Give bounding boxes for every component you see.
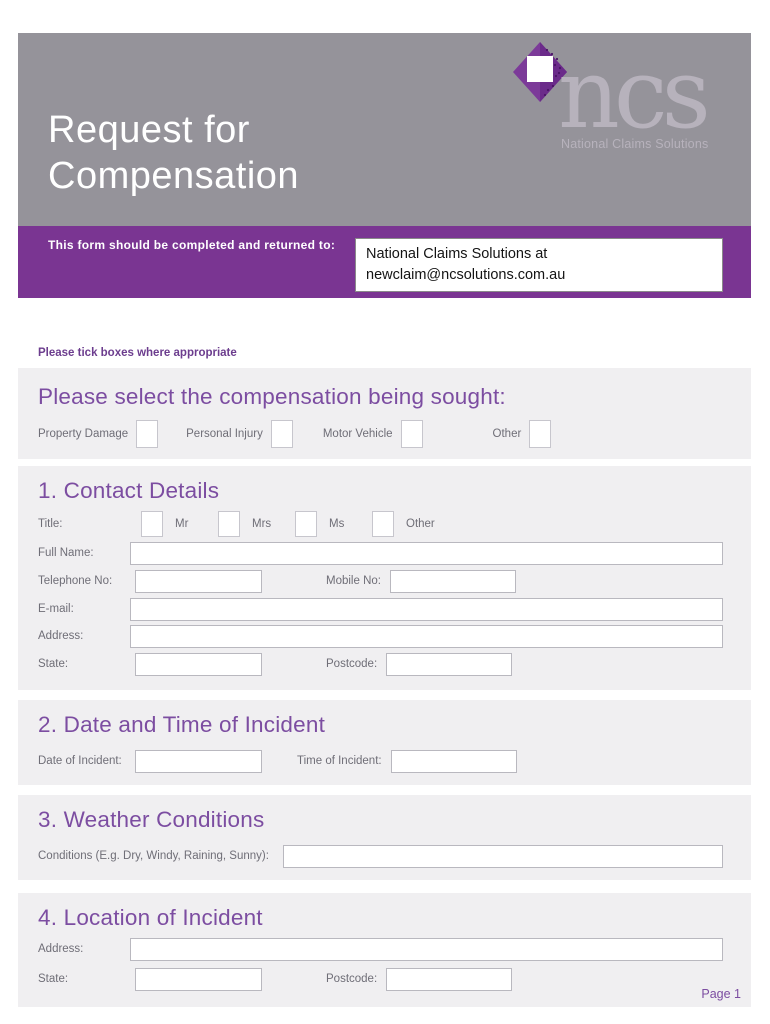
return-banner: This form should be completed and return… — [18, 226, 751, 298]
title-mrs-checkbox[interactable] — [218, 511, 240, 537]
email-input[interactable] — [130, 597, 723, 621]
location-state-label: State: — [38, 973, 69, 985]
date-of-incident-input[interactable] — [135, 749, 262, 773]
title-other-label: Other — [406, 518, 435, 530]
title-row: Title: Mr Mrs Ms Other — [38, 511, 723, 537]
time-of-incident-label: Time of Incident: — [297, 755, 382, 767]
title-ms-checkbox[interactable] — [295, 511, 317, 537]
contact-address-input[interactable] — [130, 624, 723, 648]
email-label: E-mail: — [38, 603, 74, 615]
location-postcode-input[interactable] — [386, 967, 513, 991]
other-compensation-checkbox[interactable] — [529, 420, 552, 448]
title-mrs-label: Mrs — [252, 518, 272, 530]
contact-details-heading: 1. Contact Details — [38, 478, 220, 503]
contact-state-row: State: Postcode: — [38, 651, 723, 677]
page-title-line2: Compensation — [48, 155, 300, 197]
property-damage-label: Property Damage — [38, 428, 129, 440]
time-of-incident-input[interactable] — [390, 749, 517, 773]
page-number: Page 1 — [701, 987, 741, 1001]
compensation-options-row: Property Damage Personal Injury Motor Ve… — [38, 420, 723, 448]
contact-postcode-input[interactable] — [386, 652, 513, 676]
return-address-box: National Claims Solutions at newclaim@nc… — [355, 238, 723, 292]
return-address-line1: National Claims Solutions at — [366, 246, 548, 262]
title-ms-label: Ms — [329, 518, 345, 530]
mobile-input[interactable] — [389, 569, 516, 593]
title-label: Title: — [38, 518, 63, 530]
telephone-input[interactable] — [135, 569, 262, 593]
conditions-row: Conditions (E.g. Dry, Windy, Raining, Su… — [38, 843, 723, 869]
motor-vehicle-label: Motor Vehicle — [322, 428, 393, 440]
other-compensation-label: Other — [492, 428, 522, 440]
location-address-input[interactable] — [130, 937, 723, 961]
location-address-row: Address: — [38, 936, 723, 962]
contact-address-label: Address: — [38, 630, 84, 642]
return-address-line2: newclaim@ncsolutions.com.au — [366, 266, 566, 283]
banner-label: This form should be completed and return… — [48, 238, 336, 252]
full-name-label: Full Name: — [38, 547, 94, 559]
section-location-incident: 4. Location of Incident Address: State: … — [18, 893, 751, 1007]
date-of-incident-label: Date of Incident: — [38, 755, 122, 767]
page-title: Request for Compensation — [48, 107, 299, 199]
email-row: E-mail: — [38, 596, 723, 622]
section-date-time-incident: 2. Date and Time of Incident Date of Inc… — [18, 700, 751, 785]
section-contact-details: 1. Contact Details Title: Mr Mrs Ms Othe… — [18, 466, 751, 690]
contact-postcode-label: Postcode: — [326, 658, 378, 670]
date-time-row: Date of Incident: Time of Incident: — [38, 748, 723, 774]
title-mr-checkbox[interactable] — [141, 511, 163, 537]
section-weather-conditions: 3. Weather Conditions Conditions (E.g. D… — [18, 795, 751, 880]
ncs-logo-tagline: National Claims Solutions — [561, 137, 709, 151]
section-compensation-sought: Please select the compensation being sou… — [18, 368, 751, 459]
ncs-diamond-icon — [513, 42, 567, 102]
location-address-label: Address: — [38, 943, 84, 955]
page-title-line1: Request for — [48, 109, 250, 151]
location-state-input[interactable] — [135, 967, 262, 991]
contact-state-label: State: — [38, 658, 69, 670]
telephone-label: Telephone No: — [38, 575, 113, 587]
ncs-logo-text: ncs — [558, 38, 711, 150]
personal-injury-label: Personal Injury — [186, 428, 263, 440]
contact-address-row: Address: — [38, 623, 723, 649]
header: Request for Compensation ncs National Cl… — [18, 33, 751, 226]
location-heading: 4. Location of Incident — [38, 905, 263, 930]
mobile-label: Mobile No: — [326, 575, 381, 587]
personal-injury-checkbox[interactable] — [270, 420, 293, 448]
full-name-row: Full Name: — [38, 540, 723, 566]
contact-state-input[interactable] — [135, 652, 262, 676]
location-postcode-label: Postcode: — [326, 973, 378, 985]
date-time-heading: 2. Date and Time of Incident — [38, 712, 326, 737]
motor-vehicle-checkbox[interactable] — [400, 420, 423, 448]
compensation-heading: Please select the compensation being sou… — [38, 384, 506, 409]
weather-heading: 3. Weather Conditions — [38, 807, 265, 832]
title-other-checkbox[interactable] — [372, 511, 394, 537]
property-damage-checkbox[interactable] — [136, 420, 159, 448]
conditions-input[interactable] — [283, 844, 723, 868]
title-mr-label: Mr — [175, 518, 189, 530]
tick-boxes-note: Please tick boxes where appropriate — [38, 347, 237, 359]
full-name-input[interactable] — [130, 541, 723, 565]
location-state-row: State: Postcode: — [38, 966, 723, 992]
telephone-row: Telephone No: Mobile No: — [38, 568, 723, 594]
conditions-label: Conditions (E.g. Dry, Windy, Raining, Su… — [38, 850, 269, 862]
